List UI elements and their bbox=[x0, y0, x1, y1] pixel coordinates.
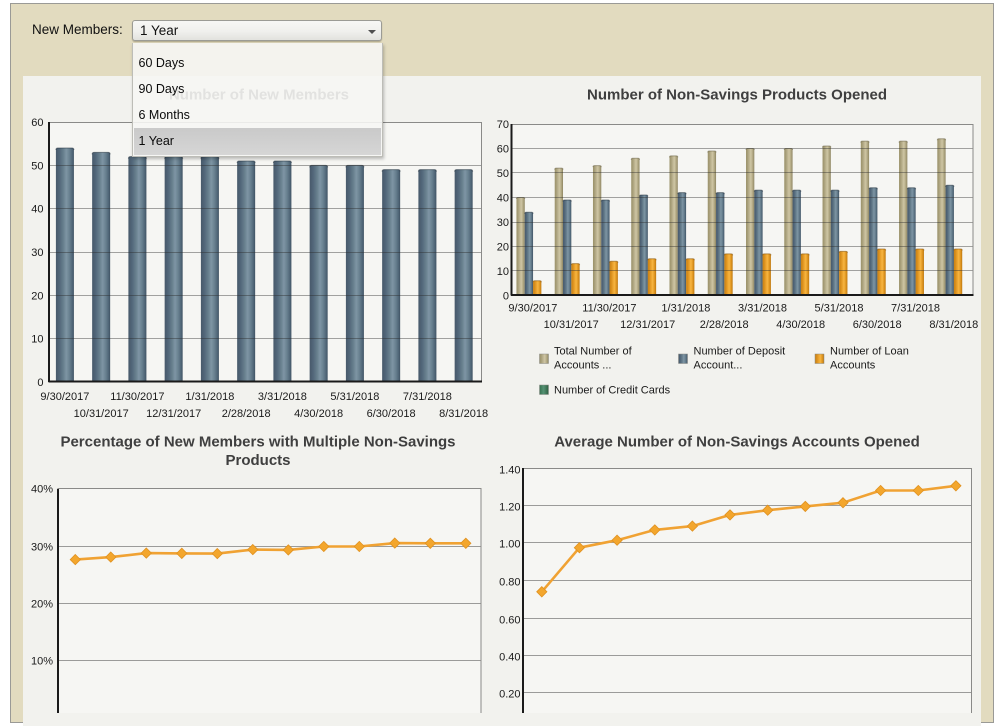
svg-text:Account...: Account... bbox=[694, 360, 743, 372]
svg-text:0.80: 0.80 bbox=[499, 577, 520, 589]
svg-text:4/30/2018: 4/30/2018 bbox=[294, 408, 343, 420]
svg-text:0: 0 bbox=[503, 291, 509, 303]
svg-text:70: 70 bbox=[497, 119, 509, 131]
svg-text:8/31/2018: 8/31/2018 bbox=[929, 319, 978, 331]
svg-text:4/30/2018: 4/30/2018 bbox=[776, 319, 825, 331]
svg-text:8/31/2018: 8/31/2018 bbox=[439, 408, 488, 420]
svg-text:3/31/2018: 3/31/2018 bbox=[258, 391, 307, 403]
svg-text:10: 10 bbox=[31, 334, 43, 346]
svg-text:Number of Deposit: Number of Deposit bbox=[694, 346, 786, 358]
svg-text:Total Number of: Total Number of bbox=[554, 346, 633, 358]
svg-text:Average Number of Non-Savings: Average Number of Non-Savings Accounts O… bbox=[554, 434, 920, 451]
svg-text:60: 60 bbox=[31, 117, 43, 129]
svg-text:Number of Loan: Number of Loan bbox=[830, 346, 909, 358]
svg-text:9/30/2017: 9/30/2017 bbox=[40, 391, 89, 403]
svg-text:Accounts: Accounts bbox=[830, 360, 876, 372]
svg-text:7/31/2018: 7/31/2018 bbox=[891, 303, 940, 315]
svg-text:30: 30 bbox=[31, 247, 43, 259]
svg-text:10/31/2017: 10/31/2017 bbox=[544, 319, 599, 331]
svg-text:1/31/2018: 1/31/2018 bbox=[661, 303, 710, 315]
svg-text:30%: 30% bbox=[31, 542, 53, 554]
svg-text:7/31/2018: 7/31/2018 bbox=[403, 391, 452, 403]
svg-text:0.20: 0.20 bbox=[499, 689, 520, 701]
svg-text:0.40: 0.40 bbox=[499, 652, 520, 664]
svg-text:6/30/2018: 6/30/2018 bbox=[367, 408, 416, 420]
svg-text:5/31/2018: 5/31/2018 bbox=[815, 303, 864, 315]
svg-text:30: 30 bbox=[497, 217, 509, 229]
svg-text:20%: 20% bbox=[31, 599, 53, 611]
svg-text:3/31/2018: 3/31/2018 bbox=[738, 303, 787, 315]
svg-text:12/31/2017: 12/31/2017 bbox=[146, 408, 201, 420]
svg-text:40%: 40% bbox=[31, 484, 53, 496]
svg-text:50: 50 bbox=[31, 160, 43, 172]
svg-text:5/31/2018: 5/31/2018 bbox=[330, 391, 379, 403]
svg-text:60: 60 bbox=[497, 144, 509, 156]
svg-text:Accounts ...: Accounts ... bbox=[554, 360, 611, 372]
svg-text:1.40: 1.40 bbox=[499, 465, 520, 477]
svg-text:20: 20 bbox=[497, 242, 509, 254]
svg-text:0.60: 0.60 bbox=[499, 615, 520, 627]
svg-text:6/30/2018: 6/30/2018 bbox=[853, 319, 902, 331]
svg-text:1/31/2018: 1/31/2018 bbox=[185, 391, 234, 403]
svg-text:0: 0 bbox=[37, 377, 43, 389]
svg-text:1.00: 1.00 bbox=[499, 539, 520, 551]
svg-text:2/28/2018: 2/28/2018 bbox=[222, 408, 271, 420]
svg-text:2/28/2018: 2/28/2018 bbox=[700, 319, 749, 331]
svg-text:10/31/2017: 10/31/2017 bbox=[74, 408, 129, 420]
svg-text:9/30/2017: 9/30/2017 bbox=[508, 303, 557, 315]
svg-text:40: 40 bbox=[497, 193, 509, 205]
svg-text:10: 10 bbox=[497, 266, 509, 278]
svg-text:11/30/2017: 11/30/2017 bbox=[110, 391, 164, 403]
svg-text:40: 40 bbox=[31, 204, 43, 216]
svg-text:Number of Non-Savings Products: Number of Non-Savings Products Opened bbox=[587, 87, 887, 104]
svg-text:20: 20 bbox=[31, 290, 43, 302]
svg-text:Percentage of New Members with: Percentage of New Members with Multiple … bbox=[60, 434, 455, 451]
svg-text:12/31/2017: 12/31/2017 bbox=[620, 319, 675, 331]
svg-text:Number of Credit Cards: Number of Credit Cards bbox=[554, 385, 671, 397]
svg-text:10%: 10% bbox=[31, 656, 53, 668]
svg-text:Products: Products bbox=[225, 452, 290, 469]
svg-text:11/30/2017: 11/30/2017 bbox=[582, 303, 636, 315]
svg-text:50: 50 bbox=[497, 168, 509, 180]
svg-text:1.20: 1.20 bbox=[499, 502, 520, 514]
